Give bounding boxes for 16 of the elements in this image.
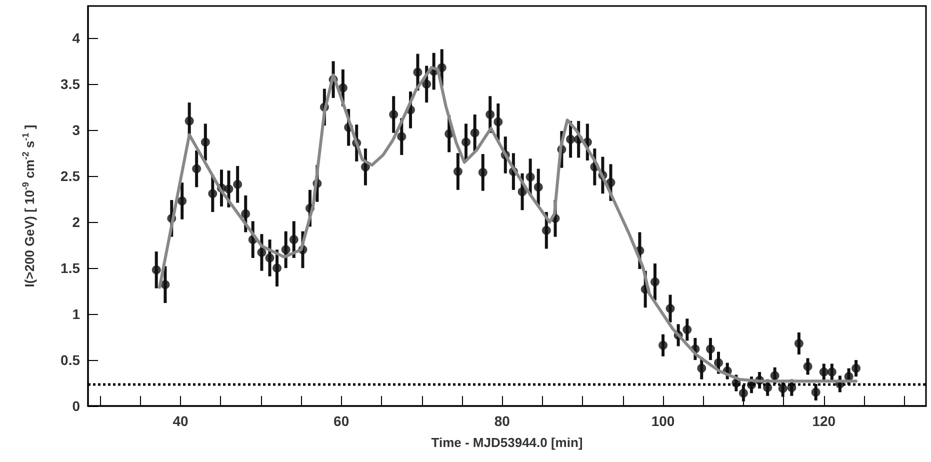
y-tick-label: 2.5 (60, 168, 80, 184)
x-tick-label: 40 (172, 413, 188, 429)
y-tick-label: 1 (72, 306, 80, 322)
x-tick-label: 100 (651, 413, 675, 429)
x-tick-label: 60 (334, 413, 350, 429)
y-tick-label: 3 (72, 122, 80, 138)
y-tick-label: 2 (72, 214, 80, 230)
y-axis-title: I(>200 GeV) [ 10-9 cm-2 s-1 ] (20, 124, 37, 288)
x-tick-label: 80 (494, 413, 510, 429)
x-axis-title: Time - MJD53944.0 [min] (431, 435, 583, 450)
y-tick-label: 1.5 (60, 260, 80, 276)
y-tick-label: 4 (72, 30, 80, 46)
y-tick-label: 0.5 (60, 352, 80, 368)
x-tick-label: 120 (812, 413, 836, 429)
y-tick-label: 0 (72, 398, 80, 414)
y-tick-label: 3.5 (60, 76, 80, 92)
